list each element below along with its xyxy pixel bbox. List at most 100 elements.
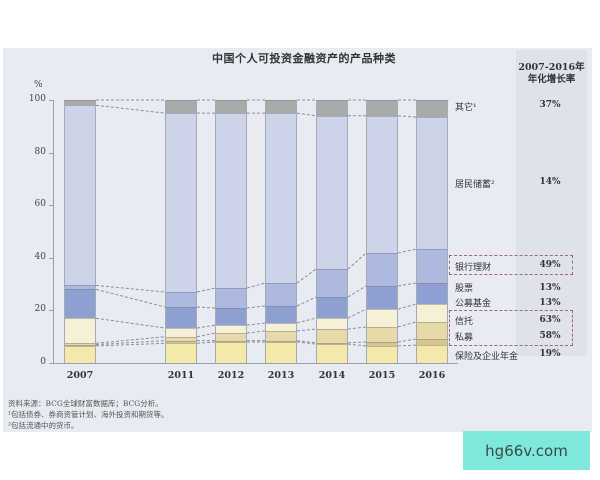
legend-value-other: 37%	[539, 100, 561, 110]
watermark: hg66v.com	[463, 431, 590, 470]
legend-value-trust: 63%	[539, 315, 561, 325]
x-tick-label: 2015	[368, 370, 396, 381]
bar-segment	[316, 318, 348, 330]
x-tick-label: 2007	[66, 370, 94, 381]
x-tick-label: 2012	[217, 370, 245, 381]
bar-segment	[215, 288, 247, 309]
legend-value-private-equity: 58%	[539, 331, 561, 341]
bar-segment	[165, 340, 197, 344]
bar-segment	[366, 326, 398, 342]
bar-segment	[366, 115, 398, 254]
growth-header-line1: 2007-2016年	[518, 62, 585, 73]
bar-segment	[215, 325, 247, 333]
footnote-2: ²包括流通中的货币。	[8, 421, 79, 430]
bar-segment	[416, 339, 448, 346]
legend-label-other: 其它¹	[455, 103, 477, 113]
bar-segment	[64, 318, 96, 344]
bar-segment	[416, 100, 448, 118]
y-tick-mark	[49, 257, 53, 259]
bar-segment	[265, 340, 297, 342]
x-tick-label: 2011	[167, 370, 195, 381]
growth-column-header: 2007-2016年 年化增长率	[516, 62, 587, 86]
bar-segment	[165, 343, 197, 363]
bar-segment	[316, 342, 348, 345]
x-tick-label: 2014	[318, 370, 346, 381]
bar-segment	[215, 308, 247, 326]
y-tick-mark	[49, 310, 53, 312]
bar-segment	[265, 283, 297, 306]
x-tick-label: 2013	[267, 370, 295, 381]
legend-value-public-funds: 13%	[539, 298, 561, 308]
bar-segment	[64, 105, 96, 286]
y-tick-label: 0	[40, 357, 46, 367]
legend-label-insurance: 保险及企业年金	[455, 352, 519, 362]
bar-segment	[64, 289, 96, 319]
bar-segment	[165, 328, 197, 337]
bar-segment	[316, 344, 348, 363]
bar-segment	[64, 285, 96, 290]
bar-segment	[316, 100, 348, 116]
bar-segment	[265, 305, 297, 324]
highlight-box-bank-wm	[449, 255, 573, 275]
bar-segment	[265, 330, 297, 341]
highlight-box-trust-private	[449, 310, 573, 346]
growth-rate-panel	[516, 50, 587, 356]
bar-segment	[64, 100, 96, 106]
bar-segment	[316, 296, 348, 319]
y-tick-label: 20	[34, 304, 46, 315]
bar-segment	[165, 291, 197, 307]
bar-segment	[366, 345, 398, 363]
bar-segment	[165, 100, 197, 114]
y-tick-mark	[49, 100, 53, 101]
bar-segment	[215, 113, 247, 289]
legend-label-public-funds: 公募基金	[455, 299, 492, 309]
bar-segment	[165, 306, 197, 328]
bar-segment	[265, 323, 297, 331]
chart-title: 中国个人可投资金融资产的产品种类	[212, 52, 396, 65]
bar-segment	[416, 304, 448, 322]
bar-segment	[215, 341, 247, 363]
legend-label-trust: 信托	[455, 317, 474, 327]
legend-label-private-equity: 私募	[455, 333, 474, 343]
bar-segment	[366, 100, 398, 116]
legend-value-insurance: 19%	[539, 349, 561, 359]
bar-segment	[265, 341, 297, 363]
bar-segment	[416, 283, 448, 305]
legend-label-bank-wm: 银行理财	[455, 263, 492, 273]
bar-segment	[316, 269, 348, 297]
bar-segment	[215, 333, 247, 341]
bar-segment	[64, 344, 96, 346]
y-tick-label: 40	[34, 251, 46, 262]
y-tick-mark	[49, 363, 53, 364]
bar-segment	[416, 345, 448, 363]
footnote-source: 资料来源：BCG全球财富数据库；BCG分析。	[8, 399, 163, 408]
legend-label-deposits: 居民储蓄²	[455, 180, 495, 190]
bar-segment	[64, 343, 96, 345]
y-tick-mark	[49, 205, 53, 207]
legend-label-stocks: 股票	[455, 284, 474, 294]
bar-segment	[416, 249, 448, 284]
bar-segment	[366, 309, 398, 327]
bar-segment	[316, 115, 348, 270]
y-axis	[53, 100, 54, 363]
bar-segment	[416, 321, 448, 340]
x-tick-label: 2016	[418, 370, 446, 381]
chart-background	[3, 48, 592, 432]
bar-segment	[366, 285, 398, 310]
y-tick-label: 80	[34, 146, 46, 157]
y-tick-label: 100	[28, 94, 46, 104]
bar-segment	[165, 336, 197, 341]
bar-segment	[265, 113, 297, 284]
y-tick-label: 60	[34, 199, 46, 210]
bar-segment	[316, 329, 348, 343]
bar-segment	[215, 100, 247, 114]
bar-segment	[215, 340, 247, 342]
growth-header-line2: 年化增长率	[527, 74, 576, 85]
bar-segment	[366, 253, 398, 286]
bar-segment	[416, 117, 448, 250]
bar-segment	[366, 341, 398, 346]
y-axis-unit: %	[34, 80, 43, 90]
legend-value-stocks: 13%	[539, 283, 561, 293]
x-axis	[53, 363, 458, 364]
footnote-1: ¹包括债券、券商资管计划、海外投资和期货等。	[8, 410, 169, 419]
